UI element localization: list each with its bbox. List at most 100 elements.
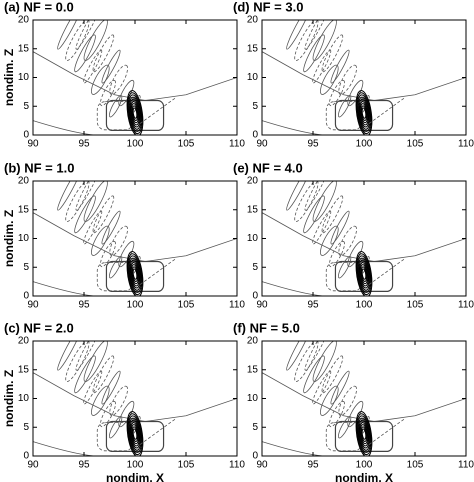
contour-lobe [329, 400, 345, 428]
y-tick-label: 10 [18, 393, 30, 404]
contour-lobe [75, 181, 101, 211]
contour-lobe [312, 341, 337, 382]
tail-contour [368, 97, 406, 124]
tail-contour [368, 258, 406, 285]
contour-lobe [101, 210, 121, 245]
contour-lobe [329, 79, 345, 107]
panel-title: (f) NF = 5.0 [233, 320, 300, 335]
contour-line [262, 120, 324, 135]
contour-lobe [321, 34, 344, 73]
x-tick-label: 90 [256, 139, 268, 150]
tail-contour [139, 418, 177, 445]
y-tick-label: 15 [18, 204, 30, 215]
dashed-contour [96, 101, 134, 131]
core-contour [357, 255, 371, 293]
core-contour [355, 251, 373, 296]
core-contour [355, 411, 373, 456]
core-contour [131, 426, 139, 442]
x-tick-label: 100 [127, 139, 144, 150]
contour-lobe [109, 64, 128, 95]
x-tick-label: 100 [356, 139, 373, 150]
contour-line [33, 281, 95, 296]
core-contour [129, 259, 141, 289]
y-tick-label: 20 [247, 176, 259, 187]
core-contour [358, 419, 370, 449]
contour-lobe [304, 341, 330, 371]
contour-lobe [108, 256, 123, 279]
core-contour [358, 98, 370, 128]
core-contour [361, 428, 367, 440]
x-tick-label: 100 [127, 460, 144, 471]
x-tick-label: 100 [356, 300, 373, 311]
core-contour [131, 266, 139, 282]
panel: (b) NF = 1.0 90 95 100 105 110 0 5 10 15 20 nondim.… [2, 160, 245, 310]
y-tick-label: 20 [18, 176, 30, 187]
core-contour [357, 96, 371, 130]
core-contour [132, 428, 138, 440]
x-tick-label: 105 [178, 460, 195, 471]
y-tick-label: 5 [252, 262, 258, 273]
x-tick-label: 110 [229, 460, 245, 471]
core-contour [356, 92, 372, 135]
core-contour [127, 92, 143, 135]
y-tick-label: 0 [252, 130, 258, 141]
contour-lobe [83, 20, 108, 61]
contour-lobe [74, 34, 96, 73]
dashed-contour [96, 422, 134, 452]
contours [33, 181, 237, 296]
tail-contour [368, 418, 406, 445]
tail-contour [139, 258, 177, 285]
core-contour [126, 251, 144, 296]
core-contour [130, 261, 140, 287]
y-tick-label: 20 [18, 15, 30, 26]
contour-lobe [294, 181, 319, 222]
y-tick-label: 5 [23, 101, 29, 112]
contour-lobe [312, 181, 337, 222]
x-tick-label: 105 [407, 139, 424, 150]
contour-lobe [312, 20, 337, 61]
y-tick-label: 15 [18, 43, 30, 54]
contour-lobe [74, 195, 96, 234]
contour-lobe [337, 416, 352, 439]
contour-lobe [321, 355, 344, 394]
core-contour [361, 268, 367, 280]
core-contour [357, 257, 371, 291]
contour-lobe [337, 95, 352, 118]
dashed-contour [325, 101, 363, 131]
x-tick-label: 95 [78, 460, 90, 471]
contours [262, 341, 466, 456]
core-contour [358, 259, 370, 289]
contour-lobe [304, 20, 330, 50]
contour-lobe [294, 341, 319, 382]
contour-lobe [83, 181, 108, 222]
x-tick-label: 90 [27, 300, 39, 311]
core-contour [360, 426, 368, 442]
y-tick-label: 0 [23, 291, 29, 302]
contour-lobe [312, 49, 332, 84]
y-tick-label: 0 [23, 130, 29, 141]
contours [262, 20, 466, 135]
y-tick-label: 20 [247, 15, 259, 26]
core-contour [360, 105, 368, 121]
y-tick-label: 0 [23, 451, 29, 462]
contour-line [33, 120, 95, 135]
contours [33, 341, 237, 456]
contour-lobe [303, 34, 325, 73]
core-contour [131, 103, 139, 124]
y-tick-label: 15 [18, 364, 30, 375]
contour-lobe [74, 355, 96, 394]
core-contour [128, 94, 142, 132]
x-axis-label: nondim. X [335, 471, 393, 482]
contour-lobe [312, 370, 332, 405]
core-contour [128, 257, 142, 291]
contour-lobe [57, 341, 83, 371]
x-tick-label: 90 [27, 460, 39, 471]
contour-lobe [312, 210, 332, 245]
y-tick-label: 15 [247, 204, 259, 215]
y-tick-label: 10 [18, 72, 30, 83]
contour-lobe [337, 256, 352, 279]
core-contour [356, 253, 372, 296]
x-tick-label: 110 [458, 139, 474, 150]
contour-lobe [75, 20, 101, 50]
